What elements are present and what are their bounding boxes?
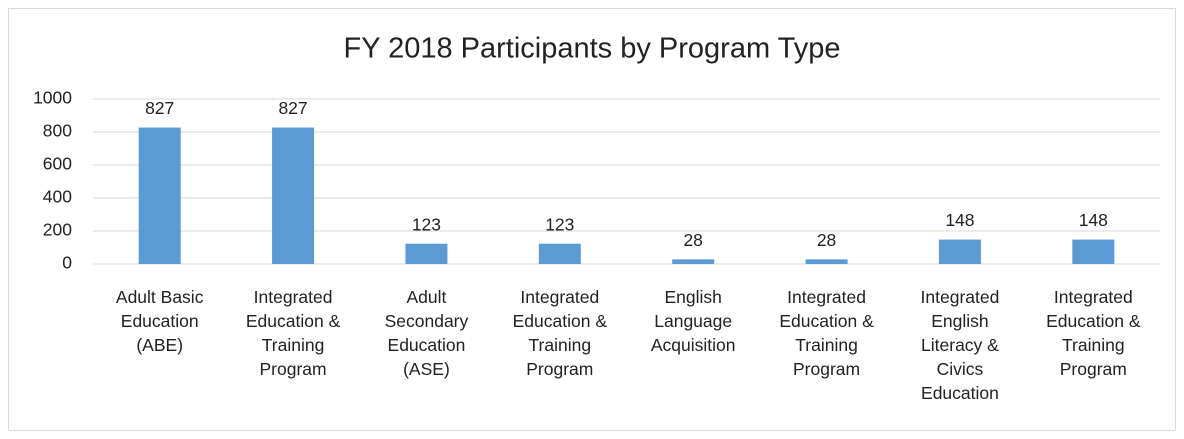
bar bbox=[138, 127, 181, 264]
y-tick-label: 600 bbox=[43, 154, 72, 174]
y-tick-label: 1000 bbox=[33, 88, 72, 108]
data-label: 827 bbox=[145, 98, 174, 118]
x-tick-label: Adult Basic Education (ABE) bbox=[115, 287, 204, 355]
data-label: 28 bbox=[817, 230, 836, 250]
x-tick-label: Integrated Education & Training Program bbox=[779, 287, 874, 379]
data-label: 827 bbox=[278, 98, 307, 118]
bar bbox=[805, 259, 848, 264]
y-tick-label: 0 bbox=[62, 253, 72, 273]
bar bbox=[938, 239, 981, 264]
y-tick-label: 800 bbox=[43, 121, 72, 141]
data-label: 123 bbox=[545, 214, 574, 234]
chart-title: FY 2018 Participants by Program Type bbox=[343, 33, 840, 65]
x-tick-label: Integrated Education & Training Program bbox=[1046, 287, 1141, 379]
bar bbox=[405, 243, 448, 264]
x-tick-label: Adult Secondary Education (ASE) bbox=[384, 287, 469, 379]
chart-border bbox=[8, 8, 1176, 431]
bar bbox=[1072, 239, 1115, 264]
x-tick-label: English Language Acquisition bbox=[650, 287, 736, 355]
bar bbox=[272, 127, 315, 264]
data-label: 148 bbox=[1079, 210, 1108, 230]
data-label: 28 bbox=[683, 230, 702, 250]
bar bbox=[538, 243, 581, 264]
data-label: 148 bbox=[945, 210, 974, 230]
bar bbox=[672, 259, 715, 264]
data-label: 123 bbox=[412, 214, 441, 234]
x-tick-label: Integrated Education & Training Program bbox=[245, 287, 341, 379]
y-tick-label: 400 bbox=[43, 187, 72, 207]
x-tick-label: Integrated English Literacy & Civics Edu… bbox=[920, 287, 1000, 403]
x-tick-label: Integrated Education & Training Program bbox=[512, 287, 607, 379]
y-tick-label: 200 bbox=[43, 220, 72, 240]
